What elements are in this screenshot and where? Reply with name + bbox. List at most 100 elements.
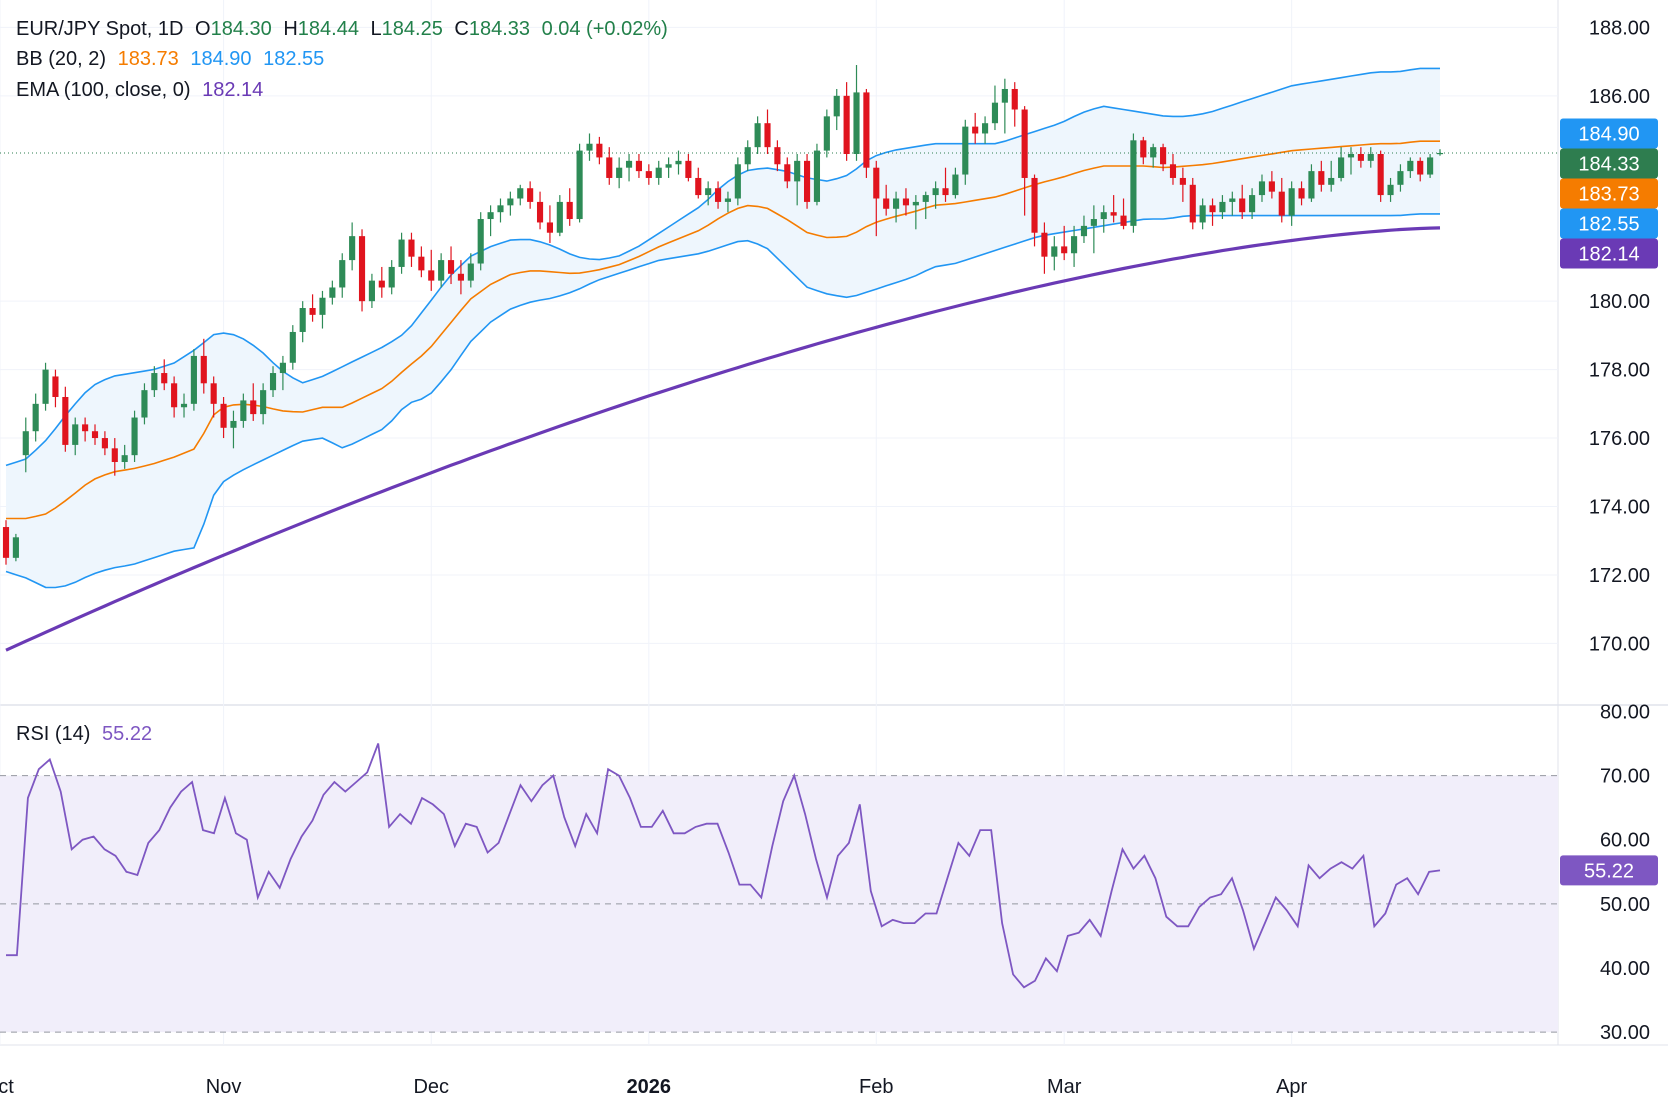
candle-body [161,373,168,384]
rsi-axis-tick: 80.00 [1600,701,1650,723]
time-axis-tick: ct [0,1076,14,1098]
candle-body [1239,198,1246,213]
candle-body [952,174,959,196]
candle-body [52,376,59,397]
price-axis-tick: 188.00 [1589,17,1650,39]
rsi-axis-tick: 50.00 [1600,894,1650,916]
candle-body [902,198,910,206]
ema-legend: EMA (100, close, 0) 182.14 [16,79,269,102]
time-axis-tick: Mar [1047,1076,1082,1098]
candle-body [1041,232,1048,257]
candle-body [1219,201,1226,213]
candle-body [299,308,306,332]
price-tag-label: 182.55 [1578,213,1639,235]
candle-body [1278,191,1285,216]
candle-body [1179,177,1186,185]
price-tag-label: 183.73 [1578,183,1639,205]
price-axis-tick: 176.00 [1589,428,1650,450]
candle-body [408,239,415,257]
candle-body [1169,164,1177,178]
candle-body [339,260,346,288]
candle-body [734,164,741,199]
time-axis-tick: Nov [206,1076,242,1098]
rsi-line-path [6,743,1441,989]
candle-body [962,126,969,175]
candle-body [91,431,99,439]
candle-body [596,143,603,158]
candle-body [625,160,633,168]
bb-upper-value: 184.90 [190,48,252,70]
candle-body [1308,171,1315,199]
candle-body [368,280,375,302]
price-tags: 184.90 184.33 183.73 182.55 182.14 55.22 [1560,118,1658,886]
candle-body [1288,188,1295,216]
candle-body [724,198,732,202]
candle-body [240,400,247,421]
candle-body [22,431,29,456]
candle-body [616,167,623,178]
candle-body [823,116,830,151]
price-tag-box [1560,178,1658,209]
candle-body [576,150,583,220]
bb-upper-line [5,67,1440,467]
candle-body [833,95,840,117]
candle-body [695,177,702,196]
candle-body [477,219,484,264]
candle-body [714,188,722,202]
rsi-axis-tick: 70.00 [1600,766,1650,788]
candle-body [358,236,366,302]
candle-body [813,150,821,202]
candle-body [1100,212,1107,220]
candle-body [230,420,237,428]
candle-body [784,164,791,182]
axes: 188.00 186.00 180.00 178.00 176.00 174.00 172.… [0,17,1650,1098]
candles [2,65,1444,565]
candle-body [220,403,227,428]
candle-body [685,160,692,178]
candle-body [1249,195,1256,213]
candle-body [1011,88,1018,110]
time-axis-tick: Feb [859,1076,893,1098]
candle-body [1140,140,1147,158]
rsi-axis-tick: 60.00 [1600,830,1650,852]
candle-body [319,297,326,315]
bb-lower-value: 182.55 [263,48,325,70]
candle-body [1090,219,1097,226]
candle-body [349,236,356,261]
candle-body [398,239,405,267]
rsi-tag-box [1560,855,1658,886]
candle-body [982,123,989,134]
candle-body [1318,171,1325,185]
candle-body [171,383,178,408]
candle-body [1377,154,1384,196]
candle-body [1357,154,1364,161]
time-axis-tick: Apr [1276,1076,1307,1098]
candle-body [536,201,544,223]
candle-body [190,355,197,404]
candle-body [428,270,435,281]
candle-body [843,95,850,155]
candle-body [1436,152,1444,155]
bb-legend: BB (20, 2) 183.73 184.90 182.55 [16,48,330,71]
candle-body [1120,215,1127,226]
candle-body [764,123,771,148]
rsi-axis-tick: 30.00 [1600,1022,1650,1044]
candle-body [72,424,79,445]
price-tag-box [1560,118,1658,149]
candle-body [250,400,257,415]
candle-body [972,126,979,134]
rsi-value: 55.22 [102,723,153,745]
candle-body [1338,157,1345,178]
candle-body [82,424,89,432]
candle-body [467,263,474,281]
candle-body [794,160,801,182]
candle-body [922,195,929,202]
candle-body [1298,188,1305,199]
price-tag-box [1560,208,1658,239]
price-tag-label: 184.90 [1578,123,1639,145]
candle-body [309,308,316,315]
candle-body [1258,181,1266,196]
candle-body [566,201,573,220]
candle-body [1080,225,1088,237]
candle-body [1397,171,1404,185]
